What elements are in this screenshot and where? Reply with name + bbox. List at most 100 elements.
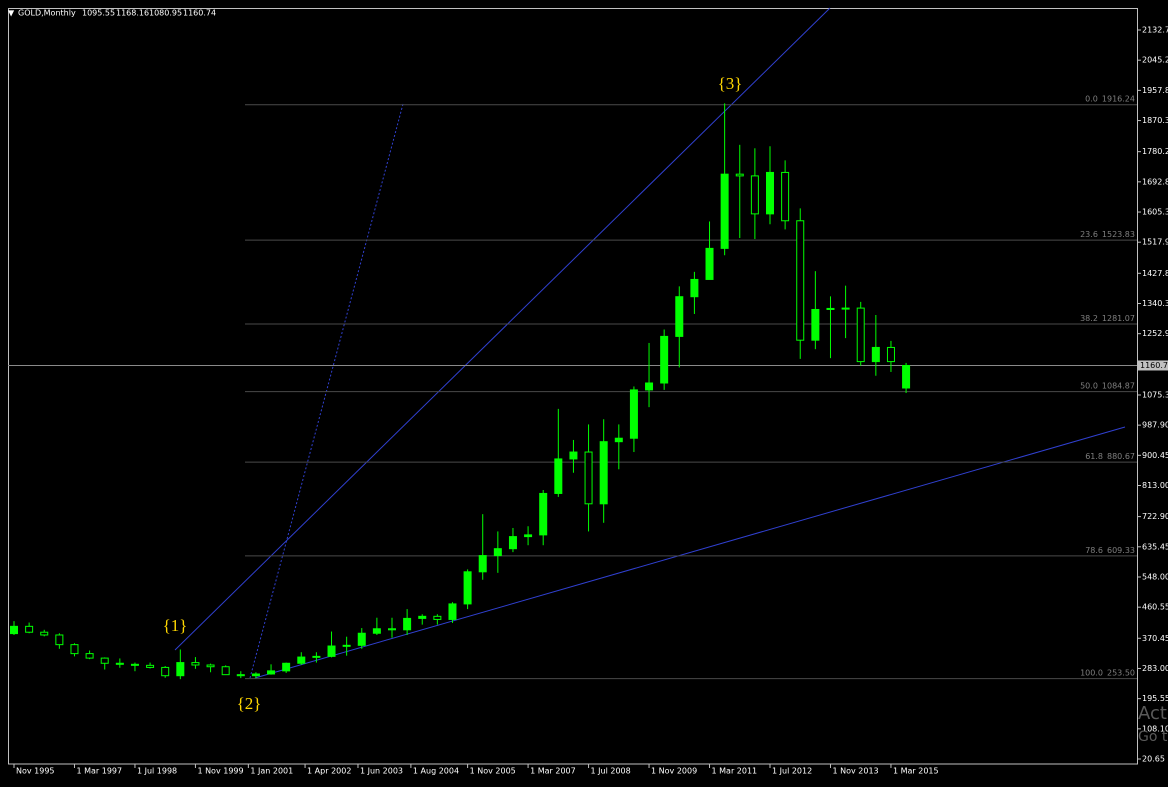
fib-ratio: 38.2 (1080, 313, 1098, 322)
watermark: Go to (1138, 729, 1168, 745)
fib-price: 1281.07 (1102, 313, 1135, 322)
candle-body (781, 171, 790, 222)
y-tick-label: 813.00 (1142, 481, 1168, 490)
trend-line (174, 7, 831, 651)
candle-body (312, 655, 321, 658)
candle-body (221, 666, 230, 676)
candle-body (25, 625, 34, 633)
candle-body (524, 534, 533, 538)
candle-body (403, 617, 412, 631)
candle-body (372, 628, 381, 634)
y-tick-label: 635.45 (1142, 542, 1168, 551)
header-arrow: ▼ (8, 9, 15, 18)
candle-body (796, 220, 805, 341)
x-tick-label: 1 Mar 2011 (712, 767, 758, 776)
y-tick-label: 722.90 (1142, 512, 1168, 521)
candle-body (705, 247, 714, 280)
ohlc-value: 1080.95 (149, 9, 182, 18)
fib-label: 0.0 1916.24 (1085, 94, 1135, 103)
x-tick-label: 1 Jul 1998 (137, 767, 177, 776)
candle-body (161, 666, 170, 677)
candle-body (508, 536, 517, 550)
candle-body (569, 451, 578, 460)
candle-body (115, 662, 124, 665)
candle-body (599, 441, 608, 505)
candle-body (433, 615, 442, 620)
y-tick-label: 195.55 (1142, 694, 1168, 703)
y-tick-label: 20.65 (1142, 755, 1165, 764)
candle-body (886, 346, 895, 363)
candle-body (841, 307, 850, 310)
candle-body (146, 664, 155, 668)
fib-ratio: 78.6 (1085, 545, 1103, 554)
candle-body (388, 628, 396, 631)
candle-body (206, 664, 215, 668)
candle-body (539, 492, 548, 536)
fib-price: 880.67 (1107, 452, 1135, 461)
fib-label: 38.2 1281.07 (1080, 313, 1135, 322)
y-tick-label: 1075.3 (1142, 390, 1168, 399)
candle-body (720, 173, 729, 249)
price-label: 1160.7 (1140, 361, 1168, 370)
plot-frame (8, 8, 1138, 765)
x-tick-label: 1 Jul 2012 (772, 767, 812, 776)
candle-body (629, 389, 638, 439)
y-tick-label: 1957.8 (1142, 86, 1168, 95)
y-tick-label: 460.55 (1142, 603, 1168, 612)
wave-label: {2} (237, 694, 262, 713)
x-tick-label: 1 Mar 2007 (530, 767, 576, 776)
candle-body (85, 653, 94, 659)
x-tick-label: 1 Nov 2013 (832, 767, 878, 776)
candle-body (191, 662, 200, 666)
fib-price: 253.50 (1107, 668, 1135, 677)
fib-price: 609.33 (1107, 545, 1135, 554)
fib-ratio: 61.8 (1085, 452, 1103, 461)
candle-body (40, 631, 49, 636)
wave-label: {1} (163, 616, 188, 635)
candle-body (493, 548, 502, 557)
candle-body (55, 634, 64, 646)
x-tick-label: 1 Apr 2002 (307, 767, 351, 776)
candle-body (660, 335, 669, 384)
candle-body (584, 451, 593, 505)
y-tick-label: 370.45 (1142, 634, 1168, 643)
fib-ratio: 100.0 (1080, 668, 1103, 677)
candle-body (100, 657, 109, 664)
y-tick-label: 2045.2 (1142, 56, 1168, 65)
candle-body (478, 555, 487, 573)
ohlc-value: 1168.16 (116, 9, 149, 18)
candle-body (614, 437, 623, 443)
wave-label: {3} (718, 74, 743, 93)
price-box (1138, 360, 1168, 371)
candle-body (448, 603, 457, 620)
trend-line (254, 426, 1126, 679)
y-tick-label: 1780.2 (1142, 147, 1168, 156)
x-tick-label: 1 Nov 2009 (651, 767, 697, 776)
y-tick-label: 2132.7 (1142, 25, 1168, 34)
y-tick-label: 1427.8 (1142, 269, 1168, 278)
candle-body (645, 382, 654, 391)
x-tick-label: 1 Jun 2003 (360, 767, 403, 776)
y-tick-label: 900.45 (1142, 451, 1168, 460)
candle-body (811, 308, 820, 341)
x-tick-label: 1 Mar 1997 (76, 767, 122, 776)
y-tick-label: 987.90 (1142, 421, 1168, 430)
y-tick-label: 1870.3 (1142, 116, 1168, 125)
candle-body (554, 458, 563, 494)
fib-ratio: 50.0 (1080, 381, 1098, 390)
fib-price: 1523.83 (1102, 230, 1135, 239)
x-tick-label: 1 Jan 2001 (250, 767, 293, 776)
candle-body (236, 674, 245, 677)
y-tick-label: 108.10 (1142, 724, 1168, 733)
candle-body (418, 615, 427, 619)
candle-body (766, 171, 774, 215)
candle-body (826, 307, 835, 310)
y-tick-label: 1252.9 (1142, 329, 1168, 338)
y-tick-label: 283.00 (1142, 664, 1168, 673)
x-tick-label: 1 Nov 2005 (470, 767, 516, 776)
fib-label: 78.6 609.33 (1085, 545, 1135, 554)
fib-label: 23.6 1523.83 (1080, 230, 1135, 239)
candle-body (690, 278, 699, 298)
candle-body (10, 625, 18, 635)
